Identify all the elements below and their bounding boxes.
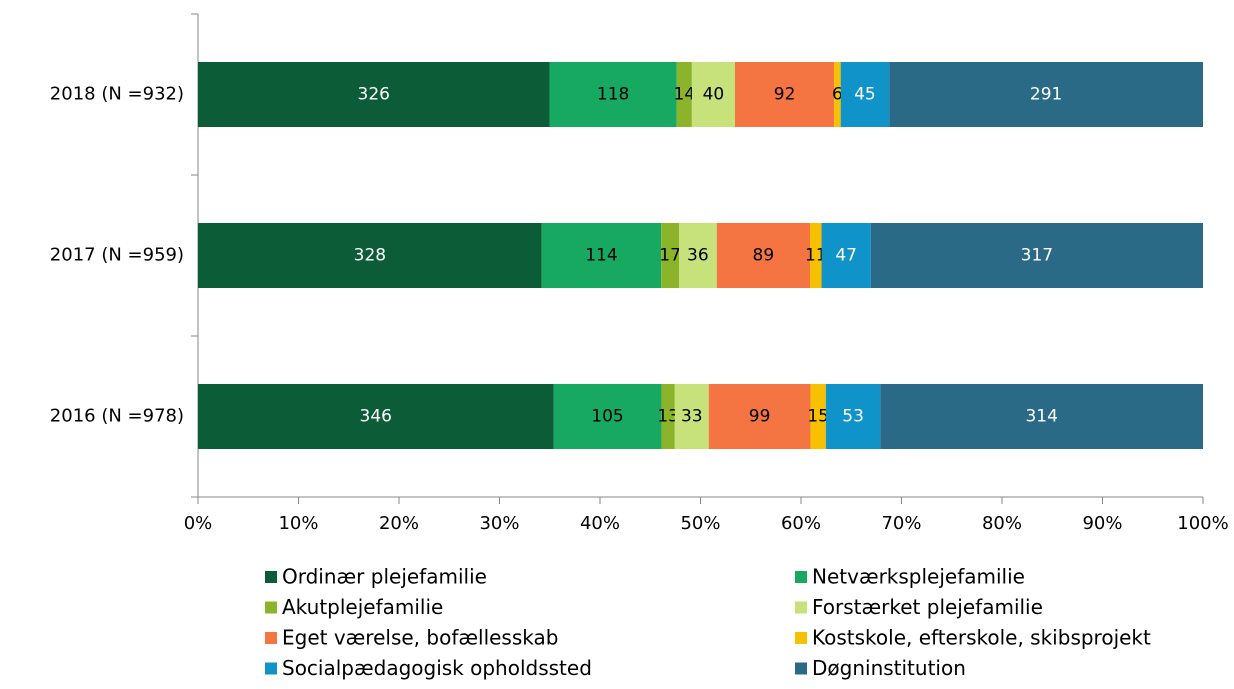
legend-swatch bbox=[265, 601, 277, 614]
legend-swatch bbox=[795, 662, 807, 675]
bar-segment bbox=[676, 62, 692, 127]
data-label: 17 bbox=[659, 246, 681, 266]
bar-segment bbox=[880, 384, 1203, 449]
bar-segment bbox=[553, 384, 662, 449]
bar-segment bbox=[889, 62, 1203, 127]
bar-segment bbox=[810, 223, 822, 288]
legend-swatch bbox=[265, 571, 277, 583]
data-label: 92 bbox=[774, 85, 796, 105]
data-label: 99 bbox=[749, 407, 771, 427]
data-label: 114 bbox=[585, 246, 617, 266]
bar-segment bbox=[679, 223, 717, 288]
legend-label: Akutplejefamilie bbox=[282, 595, 443, 619]
data-label: 346 bbox=[360, 407, 392, 427]
bar-segment bbox=[825, 384, 881, 449]
bar-segment bbox=[661, 223, 680, 288]
x-tick-label: 0% bbox=[184, 513, 213, 534]
bar-segment bbox=[691, 62, 736, 127]
legend-label: Eget værelse, bofællesskab bbox=[282, 626, 558, 650]
data-label: 36 bbox=[687, 246, 709, 266]
bar-segment bbox=[870, 223, 1203, 288]
bar-segment bbox=[716, 223, 811, 288]
data-label: 45 bbox=[854, 85, 876, 105]
x-tick-label: 30% bbox=[479, 513, 519, 534]
data-label: 11 bbox=[805, 246, 827, 266]
y-tick-label: 2016 (N =978) bbox=[50, 406, 184, 427]
x-tick-label: 100% bbox=[1177, 513, 1228, 534]
data-label: 317 bbox=[1021, 246, 1053, 266]
data-label: 53 bbox=[842, 407, 864, 427]
x-tick-label: 60% bbox=[781, 513, 821, 534]
x-tick-label: 40% bbox=[580, 513, 620, 534]
data-label: 6 bbox=[832, 85, 843, 105]
legend-label: Døgninstitution bbox=[812, 656, 966, 680]
data-label: 15 bbox=[807, 407, 829, 427]
data-label: 118 bbox=[597, 85, 629, 105]
bar-segment bbox=[674, 384, 709, 449]
x-tick-label: 50% bbox=[680, 513, 720, 534]
x-tick-label: 20% bbox=[379, 513, 419, 534]
bar-segment bbox=[198, 384, 554, 449]
data-label: 326 bbox=[358, 85, 390, 105]
bar-segment bbox=[198, 223, 542, 288]
x-tick-label: 80% bbox=[982, 513, 1022, 534]
data-label: 33 bbox=[681, 407, 703, 427]
bar-segment bbox=[549, 62, 677, 127]
data-label: 291 bbox=[1030, 85, 1062, 105]
data-label: 47 bbox=[835, 246, 857, 266]
y-tick-label: 2017 (N =959) bbox=[50, 245, 184, 266]
bar-segment bbox=[661, 384, 675, 449]
data-label: 13 bbox=[657, 407, 679, 427]
bar-segment bbox=[840, 62, 890, 127]
legend-label: Ordinær plejefamilie bbox=[282, 565, 487, 589]
y-tick-label: 2018 (N =932) bbox=[50, 84, 184, 105]
bar-segment bbox=[821, 223, 871, 288]
x-tick-label: 10% bbox=[278, 513, 318, 534]
legend-swatch bbox=[795, 571, 807, 583]
data-label: 40 bbox=[703, 85, 725, 105]
data-label: 314 bbox=[1025, 407, 1057, 427]
legend-swatch bbox=[265, 632, 277, 644]
bar-segment bbox=[541, 223, 662, 288]
x-tick-label: 70% bbox=[881, 513, 921, 534]
bar-segment bbox=[708, 384, 811, 449]
x-tick-label: 90% bbox=[1082, 513, 1122, 534]
data-label: 89 bbox=[753, 246, 775, 266]
bar-segment bbox=[834, 62, 841, 127]
data-label: 328 bbox=[354, 246, 386, 266]
legend-swatch bbox=[795, 601, 807, 614]
legend-label: Netværksplejefamilie bbox=[812, 565, 1025, 589]
data-label: 105 bbox=[591, 407, 623, 427]
legend-label: Socialpædagogisk opholdssted bbox=[282, 656, 592, 680]
legend-label: Kostskole, efterskole, skibsprojekt bbox=[812, 626, 1151, 650]
data-label: 14 bbox=[674, 85, 696, 105]
legend-swatch bbox=[795, 632, 807, 644]
legend-swatch bbox=[265, 662, 277, 675]
bar-segment bbox=[198, 62, 550, 127]
bar-segment bbox=[735, 62, 835, 127]
legend-label: Forstærket plejefamilie bbox=[812, 595, 1043, 619]
bar-segment bbox=[810, 384, 826, 449]
